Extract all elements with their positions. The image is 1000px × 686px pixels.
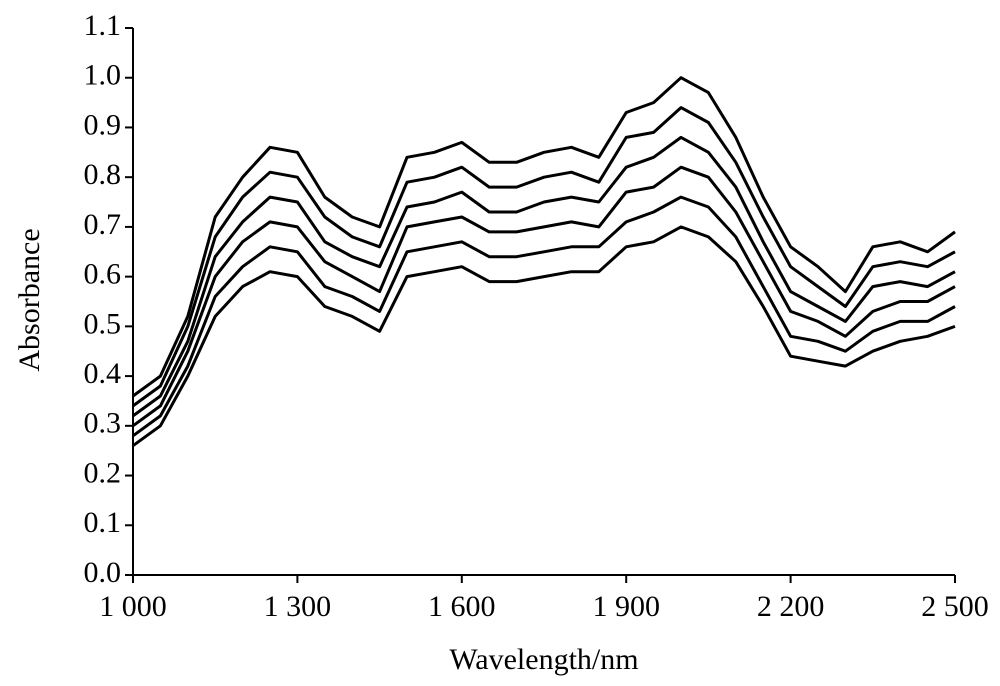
- y-axis-label: Absorbance: [13, 228, 46, 371]
- y-tick-label: 0.5: [84, 307, 122, 340]
- y-tick-label: 0.4: [84, 357, 122, 390]
- x-tick-label: 1 600: [428, 590, 496, 623]
- y-tick-label: 0.3: [84, 407, 122, 440]
- spectrum-line: [132, 106, 956, 408]
- spectrum-line: [132, 165, 956, 428]
- y-tick-label: 1.1: [84, 9, 122, 42]
- y-tick-label: 1.0: [84, 59, 122, 92]
- y-tick-label: 0.0: [84, 556, 122, 589]
- x-tick-label: 1 300: [264, 590, 332, 623]
- x-tick-label: 1 000: [99, 590, 167, 623]
- x-axis-label: Wavelength/nm: [449, 643, 638, 676]
- y-tick-label: 0.6: [84, 258, 122, 291]
- x-tick-label: 2 500: [921, 590, 989, 623]
- y-tick-label: 0.2: [84, 456, 122, 489]
- y-tick-label: 0.7: [84, 208, 122, 241]
- x-tick-label: 1 900: [592, 590, 660, 623]
- spectrum-line: [132, 135, 956, 418]
- y-tick-label: 0.9: [84, 108, 122, 141]
- y-tick-label: 0.1: [84, 506, 122, 539]
- x-tick-label: 2 200: [757, 590, 825, 623]
- y-tick-label: 0.8: [84, 158, 122, 191]
- spectrum-line: [132, 76, 956, 398]
- spectrum-line: [132, 225, 956, 447]
- spectrum-line: [132, 195, 956, 438]
